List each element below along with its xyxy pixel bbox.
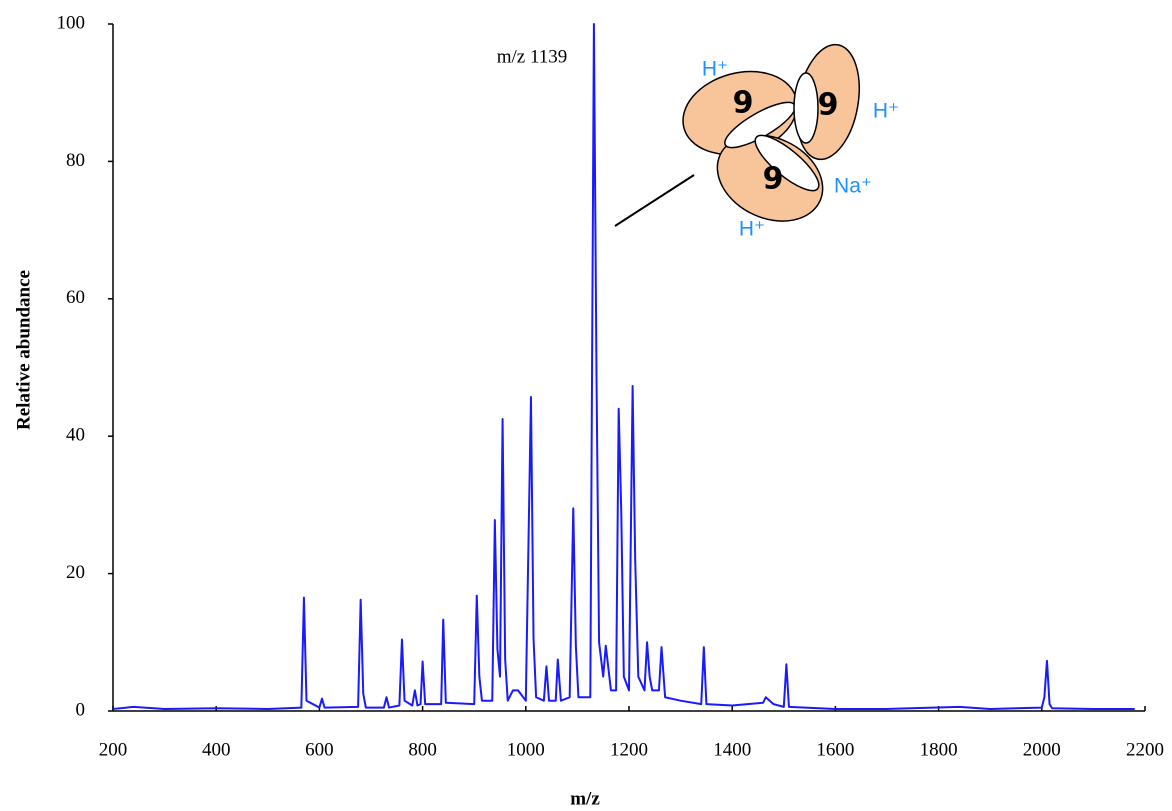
x-axis-label: m/z bbox=[570, 788, 600, 809]
x-tick-label: 1400 bbox=[713, 739, 751, 760]
x-tick-label: 400 bbox=[202, 739, 231, 760]
y-tick-label: 60 bbox=[66, 287, 85, 308]
x-tick-label: 2000 bbox=[1023, 739, 1061, 760]
ion-label: H⁺ bbox=[702, 58, 728, 81]
x-tick-label: 1000 bbox=[507, 739, 545, 760]
x-tick-label: 600 bbox=[305, 739, 334, 760]
ion-label: H⁺ bbox=[739, 218, 765, 241]
x-tick-label: 1800 bbox=[920, 739, 958, 760]
inset-diagram bbox=[682, 43, 860, 222]
ion-label: Na⁺ bbox=[834, 175, 872, 198]
peak-annotation: m/z 1139 bbox=[497, 46, 568, 67]
x-tick-label: 1200 bbox=[610, 739, 648, 760]
monomer-label: 9 bbox=[818, 88, 839, 123]
x-tick-label: 1600 bbox=[816, 739, 854, 760]
cavity bbox=[793, 72, 819, 144]
x-tick-label: 200 bbox=[99, 739, 128, 760]
ion-label: H⁺ bbox=[873, 100, 899, 123]
y-tick-label: 80 bbox=[66, 150, 85, 171]
spectrum-line bbox=[112, 23, 1135, 710]
monomer-label: 9 bbox=[733, 86, 754, 121]
leader-line bbox=[614, 174, 695, 227]
cavity bbox=[754, 134, 820, 192]
x-tick-label: 800 bbox=[408, 739, 437, 760]
y-tick-label: 20 bbox=[66, 562, 85, 583]
y-tick-label: 40 bbox=[66, 425, 85, 446]
y-tick-label: 0 bbox=[76, 699, 86, 720]
x-tick-label: 2200 bbox=[1126, 739, 1164, 760]
y-tick-label: 100 bbox=[57, 12, 86, 33]
y-axis-label: Relative abundance bbox=[13, 270, 34, 430]
monomer-label: 9 bbox=[763, 162, 784, 197]
